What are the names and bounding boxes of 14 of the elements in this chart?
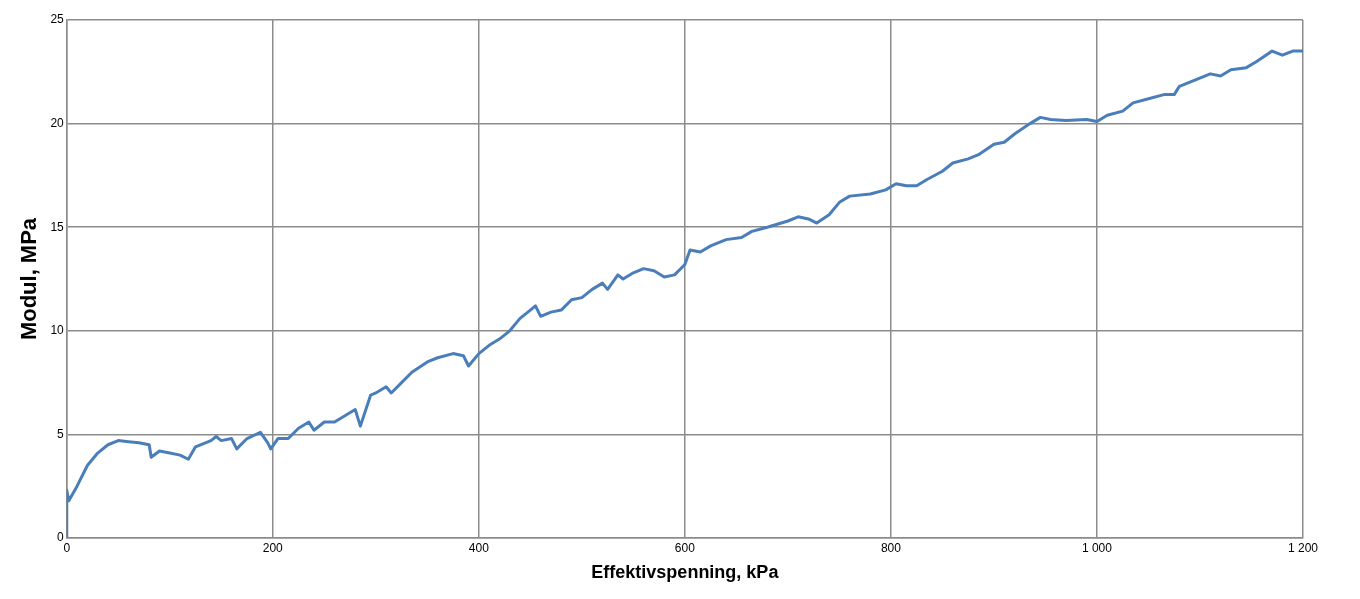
x-tick-label: 1 200 — [1287, 540, 1319, 555]
y-tick-label: 25 — [50, 12, 65, 27]
y-axis-title: Modul, MPa — [16, 217, 42, 341]
y-tick-label: 20 — [50, 115, 65, 130]
x-tick-label: 1 000 — [1081, 540, 1113, 555]
y-tick-label: 5 — [57, 426, 65, 441]
x-tick-label: 800 — [880, 540, 902, 555]
x-tick-label: 600 — [674, 540, 696, 555]
x-tick-label: 400 — [468, 540, 490, 555]
x-tick-label: 200 — [262, 540, 284, 555]
x-axis-title: Effektivspenning, kPa — [591, 562, 780, 583]
y-tick-label: 15 — [50, 219, 65, 234]
y-tick-label: 10 — [50, 323, 65, 338]
y-tick-label: 0 — [57, 530, 65, 545]
